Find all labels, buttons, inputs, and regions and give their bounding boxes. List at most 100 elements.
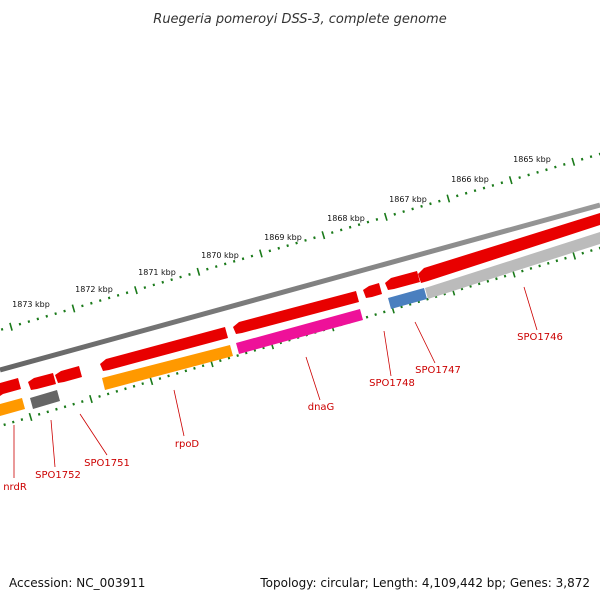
- inner-ruler-minor-tick: [503, 274, 507, 278]
- ruler-label-1865: 1865 kbp: [513, 155, 551, 164]
- ruler-major-tick: [446, 194, 451, 203]
- inner-ruler-minor-tick: [124, 387, 127, 391]
- ruler-minor-tick: [241, 257, 245, 261]
- label-SPO1747: SPO1747: [415, 365, 461, 376]
- genome-backbone: [0, 202, 600, 373]
- ruler-minor-tick: [170, 278, 173, 282]
- inner-ruler-minor-tick: [184, 369, 188, 373]
- ruler-minor-tick: [580, 157, 584, 161]
- ruler-minor-tick: [214, 265, 218, 268]
- forward-strand: [0, 213, 600, 396]
- inner-ruler-minor-tick: [219, 359, 222, 363]
- ruler-minor-tick: [152, 283, 156, 287]
- inner-ruler-minor-tick: [227, 356, 231, 360]
- gene-forward-8: [418, 213, 600, 283]
- gene-labels: nrdR SPO1752 SPO1751 rpoD dnaG SPO1748 S…: [3, 332, 563, 493]
- inner-ruler-minor-tick: [546, 261, 550, 265]
- ruler-major-tick: [321, 231, 326, 240]
- ruler-minor-tick: [393, 212, 397, 216]
- inner-ruler-minor-tick: [106, 392, 110, 396]
- ruler-minor-tick: [81, 304, 84, 308]
- inner-ruler-minor-tick: [521, 269, 524, 273]
- inner-ruler-major-tick: [572, 251, 577, 260]
- label-SPO1752: SPO1752: [35, 470, 81, 481]
- label-rpoD: rpoD: [175, 439, 200, 450]
- inner-ruler-minor-tick: [495, 277, 498, 281]
- label-nrdR: nrdR: [3, 482, 27, 493]
- gene-SPO1747: [388, 288, 427, 309]
- gene-SPO1752: [30, 390, 60, 409]
- ruler-minor-tick: [438, 199, 441, 203]
- inner-ruler-minor-tick: [115, 389, 119, 393]
- leader-rpoD: [173, 389, 185, 437]
- inner-ruler-minor-tick: [555, 259, 559, 263]
- ruler-major-tick: [383, 212, 388, 221]
- inner-ruler-minor-tick: [193, 366, 196, 370]
- inner-ruler-major-tick: [89, 394, 93, 404]
- ruler-minor-tick: [554, 165, 557, 169]
- accession-text: Accession: NC_003911: [9, 576, 145, 590]
- ruler-minor-tick: [63, 309, 66, 313]
- ruler-minor-tick: [518, 176, 521, 179]
- ruler-minor-tick: [500, 181, 504, 185]
- gene-forward-5: [233, 291, 359, 334]
- ruler-minor-tick: [143, 286, 147, 289]
- ruler-minor-tick: [348, 225, 352, 229]
- leader-SPO1752: [50, 419, 56, 468]
- inner-ruler-minor-tick: [37, 412, 41, 416]
- gene-forward-1: [0, 378, 21, 396]
- ruler-minor-tick: [98, 299, 102, 302]
- ruler-labels: 1865 kbp 1866 kbp 1867 kbp 1868 kbp 1869…: [12, 155, 551, 309]
- ruler-minor-tick: [339, 228, 343, 232]
- ruler-minor-tick: [188, 273, 191, 276]
- inner-ruler-minor-tick: [201, 364, 205, 368]
- map-title: Ruegeria pomeroyi DSS-3, complete genome: [153, 12, 446, 27]
- gene-forward-2: [28, 373, 56, 390]
- label-dnaG: dnaG: [308, 402, 335, 413]
- inner-ruler-major-tick: [28, 412, 33, 422]
- ruler-minor-tick: [366, 220, 370, 224]
- ruler-label-1872: 1872 kbp: [75, 285, 113, 294]
- ruler-minor-tick: [491, 184, 495, 187]
- ruler-minor-tick: [330, 231, 334, 234]
- leader-dnaG: [305, 356, 321, 401]
- ruler-minor-tick: [125, 291, 129, 295]
- inner-ruler-minor-tick: [365, 315, 369, 319]
- label-SPO1748: SPO1748: [369, 378, 415, 389]
- ruler-minor-tick: [527, 173, 530, 177]
- inner-ruler-minor-tick: [426, 297, 429, 301]
- inner-ruler-minor-tick: [564, 256, 567, 260]
- ruler-minor-tick: [563, 163, 566, 166]
- leader-SPO1751: [79, 413, 108, 456]
- inner-ruler-minor-tick: [244, 351, 248, 355]
- ruler-label-1870: 1870 kbp: [201, 251, 239, 260]
- inner-ruler-minor-tick: [132, 384, 136, 388]
- ruler-minor-tick: [36, 317, 40, 321]
- inner-ruler-minor-tick: [529, 267, 533, 270]
- inner-ruler-minor-tick: [590, 249, 593, 252]
- ruler-minor-tick: [223, 262, 227, 266]
- ruler-minor-tick: [536, 170, 539, 174]
- ruler-minor-tick: [455, 194, 459, 198]
- leader-SPO1748: [383, 330, 392, 377]
- inner-ruler-minor-tick: [55, 407, 58, 411]
- ruler-minor-tick: [116, 293, 120, 297]
- ruler-label-1871: 1871 kbp: [138, 268, 176, 277]
- inner-ruler-minor-tick: [538, 264, 541, 268]
- ruler-minor-tick: [464, 191, 468, 195]
- ruler-minor-tick: [295, 241, 298, 245]
- inner-ruler-minor-tick: [236, 354, 239, 357]
- ruler-minor-tick: [473, 189, 477, 193]
- ruler-label-1867: 1867 kbp: [389, 195, 427, 204]
- inner-ruler-minor-tick: [72, 402, 75, 406]
- ruler-minor-tick: [589, 155, 593, 159]
- ruler-minor-tick: [375, 218, 379, 221]
- ruler-major-tick: [9, 322, 13, 331]
- ruler-minor-tick: [250, 254, 254, 258]
- ruler-label-1868: 1868 kbp: [327, 214, 365, 223]
- ruler-label-1869: 1869 kbp: [264, 233, 302, 242]
- ruler-minor-tick: [429, 202, 432, 206]
- inner-ruler-minor-tick: [63, 405, 67, 409]
- inner-ruler-minor-tick: [98, 395, 101, 398]
